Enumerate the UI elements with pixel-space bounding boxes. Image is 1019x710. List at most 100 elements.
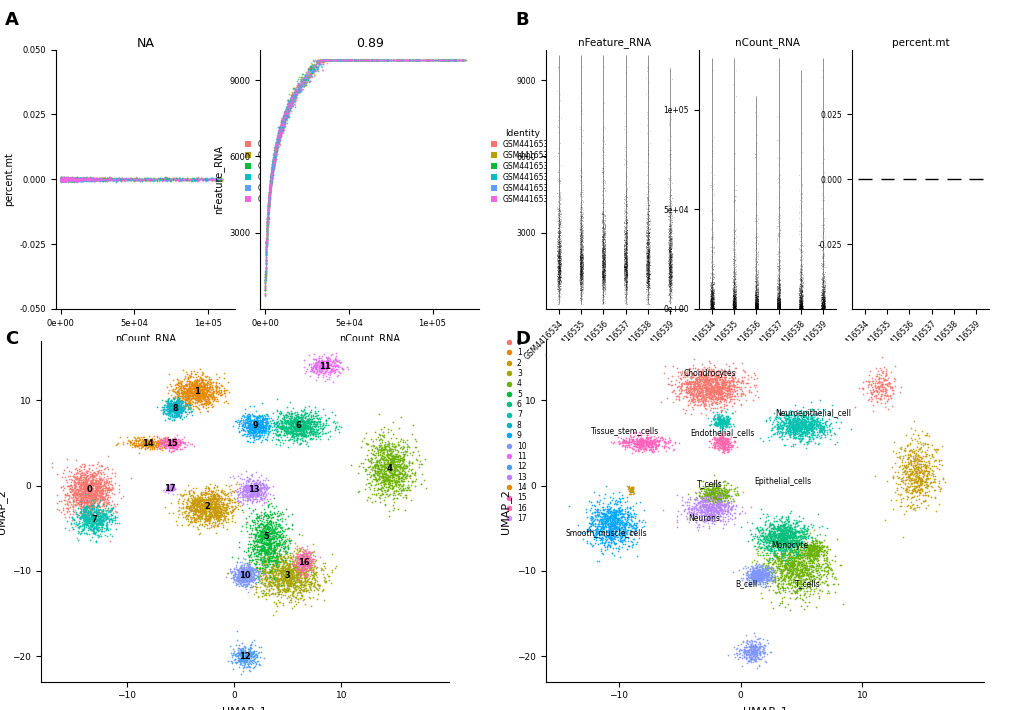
Point — [89, 484, 105, 495]
Point — [765, 572, 782, 583]
Point — [814, 410, 830, 421]
Point — [662, 183, 679, 195]
Point — [726, 293, 742, 305]
Point — [791, 300, 807, 312]
Point — [245, 480, 261, 491]
Point — [53, 173, 69, 185]
Point — [595, 262, 611, 273]
Point — [250, 648, 266, 659]
Point — [770, 188, 787, 200]
Point — [549, 249, 566, 261]
Point — [768, 297, 785, 309]
Point — [81, 463, 97, 474]
Point — [596, 274, 612, 285]
Point — [572, 276, 588, 288]
Point — [767, 536, 784, 547]
Point — [271, 559, 287, 570]
Point — [288, 428, 305, 439]
Point — [67, 174, 84, 185]
Point — [746, 643, 762, 655]
Point — [301, 70, 317, 82]
Point — [659, 271, 676, 283]
Point — [642, 431, 658, 442]
Point — [573, 284, 589, 295]
Point — [812, 545, 828, 556]
Point — [238, 496, 255, 507]
Point — [811, 407, 827, 418]
Point — [270, 552, 286, 563]
Point — [550, 225, 567, 236]
Point — [378, 453, 394, 464]
Point — [659, 442, 676, 453]
Point — [299, 560, 315, 572]
Point — [85, 476, 101, 488]
Point — [192, 387, 208, 398]
Point — [253, 491, 269, 503]
Point — [91, 530, 107, 542]
Point — [697, 504, 713, 515]
Point — [777, 425, 794, 436]
Point — [236, 564, 253, 576]
Point — [270, 560, 286, 572]
Point — [623, 485, 639, 496]
Point — [410, 54, 426, 65]
Point — [746, 286, 762, 297]
Point — [594, 214, 610, 225]
Point — [85, 173, 101, 184]
Point — [287, 88, 304, 99]
Point — [786, 558, 802, 569]
Point — [238, 567, 255, 579]
Point — [704, 197, 720, 208]
Point — [282, 565, 299, 577]
Point — [573, 275, 589, 286]
Point — [58, 173, 74, 185]
Point — [277, 567, 293, 578]
Point — [266, 153, 282, 165]
Point — [808, 561, 824, 572]
Point — [244, 491, 260, 502]
Point — [752, 566, 768, 577]
Point — [368, 468, 384, 479]
Point — [77, 175, 94, 187]
Point — [773, 538, 790, 550]
Point — [815, 281, 832, 293]
Point — [661, 256, 678, 268]
Point — [251, 533, 267, 545]
Point — [159, 484, 175, 495]
Point — [297, 402, 313, 413]
Point — [269, 139, 285, 151]
Point — [413, 458, 429, 469]
Point — [704, 270, 720, 281]
Point — [888, 447, 904, 459]
Point — [271, 131, 287, 142]
Point — [281, 420, 298, 432]
Point — [551, 264, 568, 275]
Point — [594, 297, 610, 308]
Point — [259, 549, 275, 560]
Point — [701, 378, 717, 390]
Point — [550, 256, 567, 268]
Point — [771, 262, 788, 273]
Point — [82, 479, 98, 491]
Point — [792, 268, 808, 280]
Point — [245, 662, 261, 673]
Point — [897, 469, 913, 480]
Point — [616, 261, 633, 273]
Point — [770, 263, 787, 274]
Point — [549, 263, 566, 274]
Point — [425, 54, 441, 65]
Point — [60, 481, 76, 492]
Point — [699, 395, 715, 407]
Point — [389, 464, 406, 476]
Point — [792, 291, 808, 302]
Point — [53, 481, 69, 493]
Point — [723, 285, 740, 297]
Point — [159, 175, 175, 187]
Point — [749, 279, 765, 290]
Point — [286, 422, 303, 434]
Point — [63, 174, 79, 185]
Point — [298, 547, 314, 559]
Point — [290, 569, 307, 580]
Point — [638, 88, 654, 99]
Point — [297, 72, 313, 84]
